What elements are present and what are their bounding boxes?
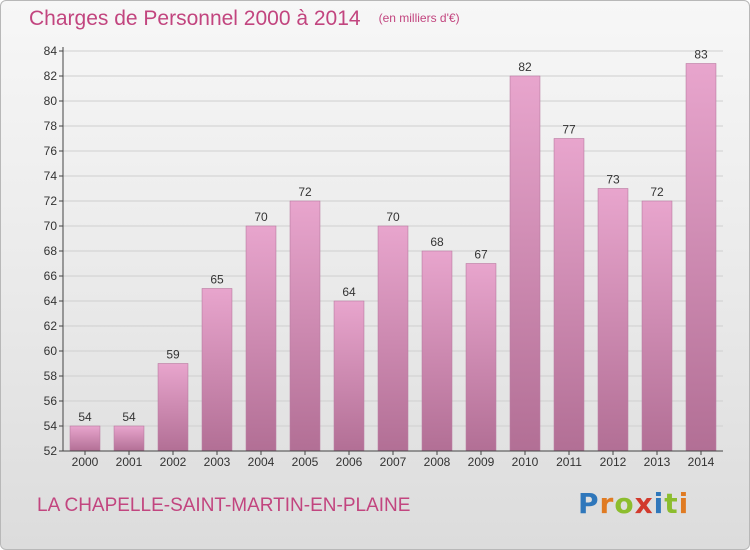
bar-2008 (421, 250, 453, 452)
x-tick-label: 2000 (72, 455, 99, 469)
x-tick-label: 2008 (424, 455, 451, 469)
bar-2000 (69, 425, 101, 452)
commune-name: LA CHAPELLE-SAINT-MARTIN-EN-PLAINE (37, 495, 411, 516)
bar-2007 (377, 225, 409, 452)
chart-title: Charges de Personnel 2000 à 2014 (en mill… (29, 7, 460, 31)
data-label-2012: 73 (606, 173, 620, 187)
data-label-2013: 72 (650, 185, 664, 199)
bar-2011 (553, 138, 585, 452)
data-label-2001: 54 (122, 410, 136, 424)
x-tick-label: 2014 (688, 455, 715, 469)
bar-2013 (641, 200, 673, 452)
y-tick-label: 56 (44, 394, 58, 408)
axis-layer: 52 54 56 58 60 62 64 66 68 70 72 74 76 78 80 82 84 2000 20… (44, 44, 723, 469)
data-label-2014: 83 (694, 48, 708, 62)
bar-2004 (245, 225, 277, 452)
y-tick-label: 52 (44, 444, 58, 458)
data-label-2003: 65 (210, 273, 224, 287)
y-tick-label: 62 (44, 319, 58, 333)
y-tick-label: 72 (44, 194, 58, 208)
y-tick-label: 68 (44, 244, 58, 258)
x-tick-label: 2013 (644, 455, 671, 469)
chart-subtitle: (en milliers d'€) (378, 11, 460, 25)
bar-2002 (157, 363, 189, 452)
y-tick-label: 64 (44, 294, 58, 308)
data-label-2010: 82 (518, 60, 532, 74)
x-tick-label: 2011 (556, 455, 582, 469)
x-tick-label: 2010 (512, 455, 539, 469)
data-label-2000: 54 (78, 410, 92, 424)
chart-title-text: Charges de Personnel 2000 à 2014 (29, 7, 361, 30)
y-tick-label: 74 (44, 169, 58, 183)
data-label-2008: 68 (430, 235, 444, 249)
y-tick-label: 60 (44, 344, 58, 358)
bar-2005 (289, 200, 321, 452)
x-tick-label: 2004 (248, 455, 275, 469)
x-tick-label: 2003 (204, 455, 231, 469)
y-tick-label: 84 (44, 44, 58, 58)
x-tick-label: 2009 (468, 455, 495, 469)
x-tick-label: 2007 (380, 455, 407, 469)
proxiti-logo: Proxiti (578, 487, 690, 520)
bar-2003 (201, 288, 233, 452)
x-tick-label: 2005 (292, 455, 319, 469)
data-label-2011: 77 (562, 123, 576, 137)
bar-2001 (113, 425, 145, 452)
y-tick-label: 54 (44, 419, 58, 433)
data-label-2007: 70 (386, 210, 400, 224)
x-tick-label: 2001 (116, 455, 143, 469)
y-tick-label: 58 (44, 369, 58, 383)
bar-2010 (509, 75, 541, 452)
data-label-2006: 64 (342, 285, 356, 299)
data-label-2009: 67 (474, 248, 488, 262)
bar-2012 (597, 188, 629, 452)
bar-2009 (465, 263, 497, 452)
y-tick-label: 80 (44, 94, 58, 108)
data-label-2004: 70 (254, 210, 268, 224)
bar-2014 (685, 63, 717, 452)
bar-2006 (333, 300, 365, 452)
x-tick-label: 2012 (600, 455, 627, 469)
x-tick-label: 2002 (160, 455, 187, 469)
y-tick-label: 76 (44, 144, 58, 158)
data-label-2002: 59 (166, 348, 180, 362)
bar-layer: 54 54 59 65 70 72 64 70 68 67 82 77 73 72 83 (69, 48, 717, 452)
y-tick-label: 78 (44, 119, 58, 133)
y-tick-label: 82 (44, 69, 58, 83)
y-tick-label: 66 (44, 269, 58, 283)
y-tick-label: 70 (44, 219, 58, 233)
data-label-2005: 72 (298, 185, 312, 199)
x-tick-label: 2006 (336, 455, 363, 469)
